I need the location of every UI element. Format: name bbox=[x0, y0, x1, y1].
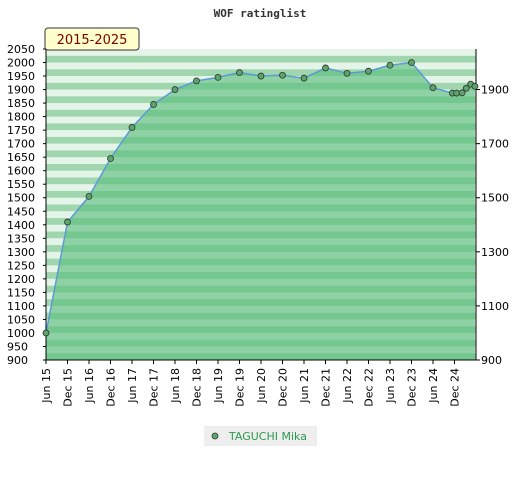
left-tick-label: 1600 bbox=[7, 165, 35, 178]
data-point bbox=[279, 71, 286, 79]
data-point bbox=[365, 67, 372, 75]
left-tick-label: 1550 bbox=[7, 178, 35, 191]
data-point bbox=[300, 74, 308, 82]
x-tick-label: Jun 24 bbox=[427, 368, 440, 404]
data-point bbox=[322, 64, 329, 72]
x-tick-label: Dec 23 bbox=[406, 368, 419, 407]
x-tick-label: Dec 24 bbox=[449, 368, 462, 407]
left-tick-label: 1350 bbox=[7, 232, 35, 245]
right-tick-label: 1300 bbox=[481, 246, 509, 259]
range-badge: 2015-2025 bbox=[44, 27, 140, 51]
data-point bbox=[171, 86, 179, 93]
x-tick-label: Jun 17 bbox=[126, 368, 139, 404]
left-tick-label: 1250 bbox=[7, 259, 35, 272]
left-tick-label: 1900 bbox=[7, 84, 35, 97]
x-tick-label: Jun 15 bbox=[40, 368, 53, 404]
data-point bbox=[150, 101, 157, 108]
x-tick-label: Jun 20 bbox=[255, 368, 268, 404]
x-tick-label: Dec 20 bbox=[277, 368, 290, 407]
legend: TAGUCHI Mika bbox=[204, 426, 317, 446]
left-tick-label: 1300 bbox=[7, 246, 35, 259]
left-tick-label: 1150 bbox=[7, 286, 35, 299]
data-point bbox=[408, 59, 415, 66]
legend-marker bbox=[211, 432, 219, 440]
x-axis: Jun 15 Dec 15 Jun 16 Dec 16 Jun 17 Dec 17 Jun … bbox=[40, 359, 476, 407]
data-point bbox=[193, 77, 200, 85]
data-point bbox=[214, 73, 222, 81]
left-tick-label: 1100 bbox=[7, 300, 35, 313]
legend-label: TAGUCHI Mika bbox=[228, 430, 307, 443]
right-tick-label: 1900 bbox=[481, 84, 509, 97]
right-axis: 900 1100 1300 1500 1700 1900 bbox=[475, 49, 509, 367]
data-point bbox=[128, 124, 136, 131]
left-tick-label: 1400 bbox=[7, 219, 35, 232]
data-point bbox=[386, 61, 394, 69]
x-tick-label: Jun 22 bbox=[341, 368, 354, 404]
range-badge-label: 2015-2025 bbox=[57, 33, 128, 48]
data-point bbox=[85, 192, 93, 200]
left-tick-label: 1800 bbox=[7, 111, 35, 124]
data-point bbox=[429, 84, 437, 92]
x-tick-label: Jun 16 bbox=[83, 368, 96, 404]
x-tick-label: Jun 18 bbox=[169, 368, 182, 404]
right-tick-label: 1100 bbox=[481, 300, 509, 313]
left-tick-label: 1050 bbox=[7, 313, 35, 326]
left-tick-label: 1500 bbox=[7, 192, 35, 205]
x-tick-label: Jun 21 bbox=[298, 368, 311, 404]
data-point bbox=[42, 329, 50, 337]
series-area bbox=[46, 62, 475, 360]
data-markers bbox=[42, 59, 479, 337]
data-point bbox=[236, 69, 243, 76]
data-point bbox=[462, 84, 470, 92]
data-point bbox=[471, 82, 479, 90]
x-tick-label: Dec 17 bbox=[148, 368, 161, 407]
data-point bbox=[64, 218, 71, 226]
x-tick-label: Jun 23 bbox=[384, 368, 397, 404]
x-tick-label: Dec 22 bbox=[363, 368, 376, 407]
legend-box bbox=[204, 426, 317, 446]
left-tick-label: 1750 bbox=[7, 124, 35, 137]
x-tick-label: Jun 19 bbox=[212, 368, 225, 404]
x-tick-label: Dec 19 bbox=[234, 368, 247, 407]
left-tick-label: 1200 bbox=[7, 273, 35, 286]
chart-title: WOF ratinglist bbox=[214, 7, 307, 20]
left-tick-label: 1450 bbox=[7, 205, 35, 218]
x-tick-label: Dec 15 bbox=[62, 368, 75, 407]
data-point bbox=[458, 89, 466, 97]
x-tick-label: Dec 18 bbox=[191, 368, 204, 407]
left-tick-label: 900 bbox=[7, 354, 28, 367]
left-tick-label: 2000 bbox=[7, 57, 35, 70]
data-point bbox=[107, 155, 114, 162]
x-tick-label: Dec 16 bbox=[105, 368, 118, 407]
band-light bbox=[46, 49, 476, 56]
x-tick-label: Dec 21 bbox=[320, 368, 333, 407]
data-point bbox=[257, 72, 265, 80]
left-tick-label: 1000 bbox=[7, 327, 35, 340]
band-dark bbox=[46, 55, 476, 63]
left-tick-label: 1650 bbox=[7, 151, 35, 164]
left-tick-label: 1950 bbox=[7, 70, 35, 83]
right-tick-label: 900 bbox=[481, 354, 502, 367]
right-tick-label: 1500 bbox=[481, 192, 509, 205]
left-tick-label: 950 bbox=[7, 340, 28, 353]
range-badge-box bbox=[44, 27, 140, 51]
left-tick-label: 1700 bbox=[7, 138, 35, 151]
right-tick-label: 1700 bbox=[481, 138, 509, 151]
left-tick-label: 2050 bbox=[7, 43, 35, 56]
band-light bbox=[46, 62, 476, 70]
data-point bbox=[343, 69, 351, 77]
left-axis: 9009501000105011001150120012501300135014… bbox=[7, 43, 47, 367]
left-tick-label: 1850 bbox=[7, 97, 35, 110]
